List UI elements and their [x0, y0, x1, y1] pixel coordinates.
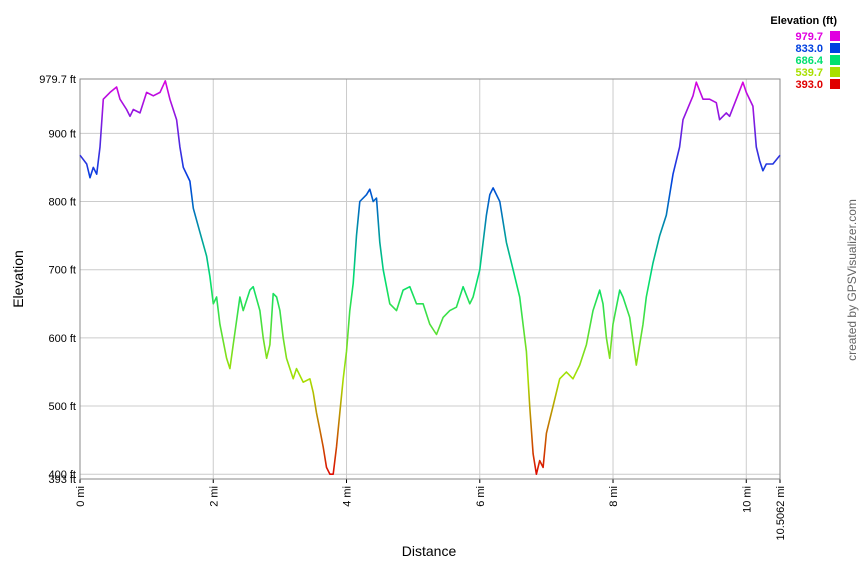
plot-frame	[79, 78, 781, 480]
legend-swatch	[830, 55, 840, 65]
legend-label: 686.4	[795, 55, 823, 67]
x-tick-label: 0 mi	[75, 486, 87, 507]
credit: created by GPSVisualizer.com	[845, 199, 859, 361]
y-tick-label: 393 ft	[48, 474, 76, 486]
x-tick-label: 8 mi	[608, 486, 620, 507]
y-tick-label: 900 ft	[48, 128, 76, 140]
x-tick-label: 10 mi	[741, 486, 753, 513]
x-tick-label: 2 mi	[208, 486, 220, 507]
x-tick-label: 10.5062 mi	[775, 486, 787, 540]
y-axis-label: Elevation	[10, 250, 26, 308]
legend-swatch	[830, 79, 840, 89]
legend-swatch	[830, 67, 840, 77]
y-tick-label: 700 ft	[48, 265, 76, 277]
y-tick-label: 979.7 ft	[39, 74, 76, 86]
legend-label: 833.0	[795, 43, 823, 55]
legend-swatch	[830, 43, 840, 53]
x-tick-label: 4 mi	[342, 486, 354, 507]
x-axis-label: Distance	[402, 543, 457, 559]
legend-swatch	[830, 31, 840, 41]
legend-label: 539.7	[795, 67, 823, 79]
y-tick-label: 500 ft	[48, 401, 76, 413]
y-tick-label: 800 ft	[48, 197, 76, 209]
x-tick-label: 6 mi	[475, 486, 487, 507]
legend-title: Elevation (ft)	[770, 15, 837, 27]
legend-label: 393.0	[795, 79, 823, 91]
y-tick-label: 600 ft	[48, 333, 76, 345]
elevation-line	[79, 80, 781, 475]
y-tick-label: 400 ft	[48, 469, 76, 481]
legend-label: 979.7	[795, 31, 823, 43]
